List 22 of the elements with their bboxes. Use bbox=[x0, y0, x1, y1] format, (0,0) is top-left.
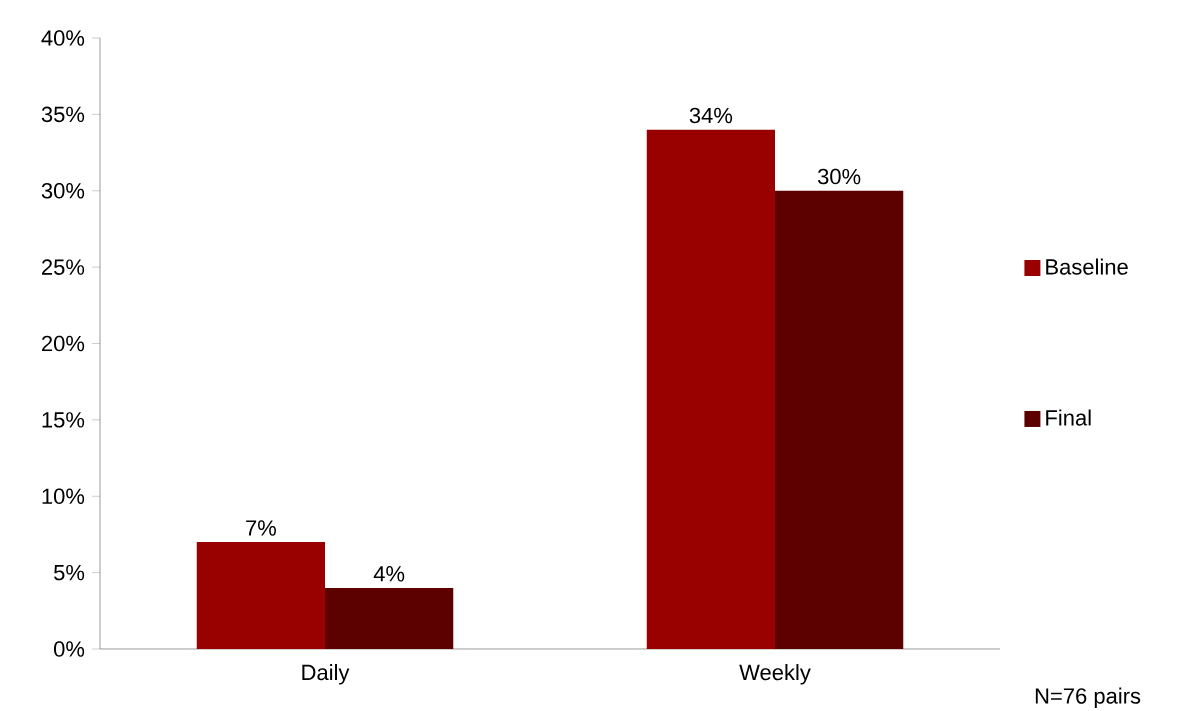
bar bbox=[775, 190, 904, 649]
y-tick-label: 20% bbox=[42, 335, 85, 352]
legend-label: Final bbox=[1046, 409, 1091, 426]
bar bbox=[646, 129, 776, 649]
data-label: 30% bbox=[817, 168, 861, 185]
y-tick-label: 15% bbox=[42, 412, 85, 428]
y-tick-label: 30% bbox=[41, 182, 85, 199]
legend-label: Baseline bbox=[1046, 258, 1128, 275]
text: N=76 pairs bbox=[1035, 687, 1141, 709]
x-tick-label: Daily bbox=[302, 664, 350, 685]
data-label: 4% bbox=[373, 566, 405, 582]
y-tick-label: 5% bbox=[54, 564, 85, 581]
y-tick-label: 35% bbox=[41, 106, 85, 123]
y-tick-label: 0% bbox=[53, 641, 85, 657]
data-label: 34% bbox=[689, 107, 733, 124]
y-tick-label: 40% bbox=[41, 30, 85, 46]
bar bbox=[325, 587, 454, 649]
y-tick-label: 25% bbox=[42, 259, 85, 275]
data-label: 7% bbox=[246, 520, 276, 536]
y-tick-label: 10% bbox=[42, 488, 85, 505]
x-tick-label: Weekly bbox=[739, 664, 811, 685]
bar bbox=[196, 542, 326, 649]
